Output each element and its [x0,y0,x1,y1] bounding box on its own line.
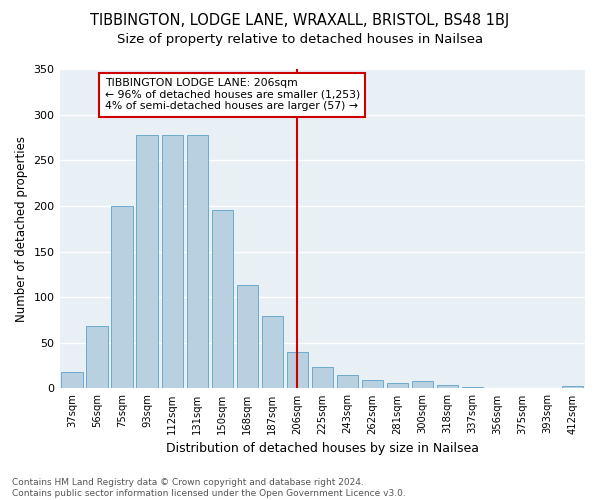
Bar [136,134,158,388]
Text: TIBBINGTON LODGE LANE: 206sqm
← 96% of detached houses are smaller (1,253)
4% of: TIBBINGTON LODGE LANE: 206sqm ← 96% of d… [104,78,360,112]
Bar [161,134,183,388]
Bar [337,374,358,388]
Bar [61,372,83,388]
Bar [212,210,233,388]
Bar [562,386,583,388]
Bar [437,385,458,388]
Bar [311,366,333,388]
Bar [236,286,258,389]
Bar [362,380,383,388]
Text: TIBBINGTON, LODGE LANE, WRAXALL, BRISTOL, BS48 1BJ: TIBBINGTON, LODGE LANE, WRAXALL, BRISTOL… [91,12,509,28]
Bar [262,316,283,388]
Bar [412,381,433,388]
Bar [112,206,133,388]
Bar [387,383,408,388]
Text: Size of property relative to detached houses in Nailsea: Size of property relative to detached ho… [117,32,483,46]
Text: Contains HM Land Registry data © Crown copyright and database right 2024.
Contai: Contains HM Land Registry data © Crown c… [12,478,406,498]
Bar [86,326,108,388]
X-axis label: Distribution of detached houses by size in Nailsea: Distribution of detached houses by size … [166,442,479,455]
Y-axis label: Number of detached properties: Number of detached properties [15,136,28,322]
Bar [462,386,483,388]
Bar [187,134,208,388]
Bar [287,352,308,389]
